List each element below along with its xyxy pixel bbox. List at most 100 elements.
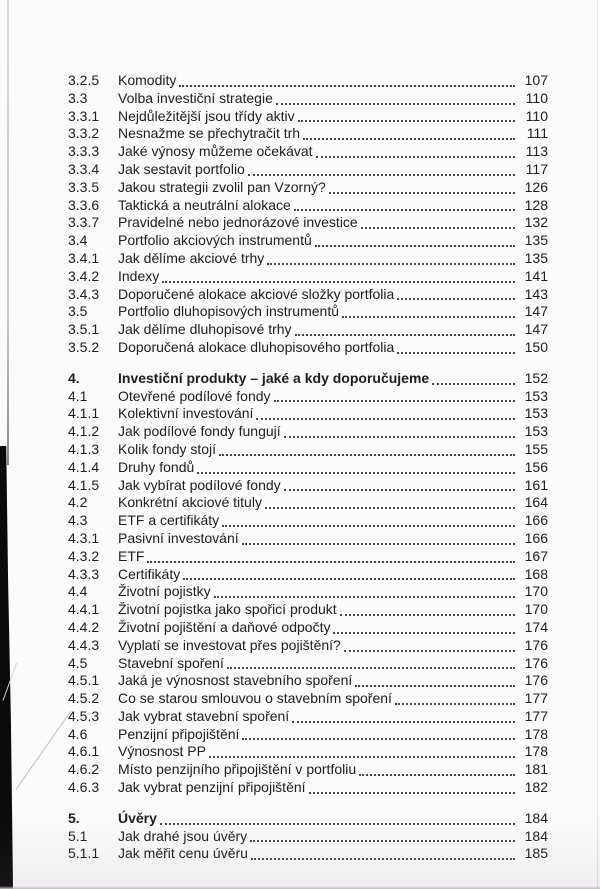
toc-entry: 4.3.1 Pasivní investování 166	[68, 530, 548, 548]
toc-dot-leader	[315, 155, 515, 158]
toc-dot-leader	[432, 382, 515, 385]
toc-entry: 4.3.2 ETF 167	[68, 548, 548, 566]
toc-dot-leader	[275, 102, 515, 105]
toc-entry-title: Co se starou smlouvou o stavebním spořen…	[118, 690, 392, 707]
toc-entry-page: 184	[524, 809, 548, 826]
toc-entry: 4.1.4 Druhy fondů 156	[68, 459, 548, 477]
toc-dot-leader	[159, 822, 515, 825]
toc-entry-number: 3.4.3	[68, 285, 100, 302]
toc-entry: 3.4.3 Doporučené alokace akciové složky …	[68, 286, 548, 304]
toc-dot-leader	[293, 209, 515, 212]
toc-entry-page: 185	[524, 845, 548, 862]
toc-entry: 3.3.2 Nesnažme se přechytračit trh 111	[68, 125, 548, 143]
toc-dot-leader	[292, 720, 515, 723]
toc-dot-leader	[179, 84, 515, 87]
toc-entry-title: Životní pojištění a daňové odpočty	[118, 618, 331, 635]
toc-entry: 5. Úvěry 184	[68, 810, 548, 828]
toc-dot-leader	[333, 631, 515, 634]
toc-entry-page: 111	[526, 125, 548, 142]
toc-entry-number: 4.4.2	[68, 618, 100, 635]
toc-entry-page: 164	[524, 494, 548, 511]
toc-entry-number: 3.5.1	[68, 321, 100, 338]
toc-dot-leader	[359, 774, 515, 777]
toc-dot-leader	[283, 435, 515, 438]
toc-entry: 4.1 Otevřené podílové fondy 153	[68, 388, 548, 406]
toc-entry-page: 161	[524, 476, 548, 493]
toc-entry-number: 4.4	[68, 583, 88, 600]
toc-entry-title: Konkrétní akciové tituly	[118, 494, 262, 511]
toc-dot-leader	[250, 840, 515, 843]
toc-entry-title: Doporučená alokace dluhopisového portfol…	[118, 338, 395, 355]
toc-entry-number: 3.2.5	[68, 72, 100, 88]
toc-entry-number: 3.5.2	[68, 338, 100, 355]
toc-entry-title: Jaká je výnosnost stavebního spoření	[118, 672, 353, 689]
toc-dot-leader	[197, 471, 515, 474]
toc-entry-page: 176	[524, 672, 548, 689]
toc-entry-title: Jak měřit cenu úvěru	[118, 845, 248, 862]
toc-entry-number: 4.1.1	[68, 405, 100, 422]
toc-entry-title: Portfolio akciových instrumentů	[118, 232, 312, 249]
toc-entry-page: 113	[525, 143, 548, 160]
toc-entry-title: ETF a certifikáty	[118, 512, 220, 529]
toc-entry-title: Jakou strategii zvolil pan Vzorný?	[118, 178, 326, 195]
toc-entry: 4.1.5 Jak vybírat podílové fondy 161	[68, 477, 548, 495]
toc-entry-number: 4.5.3	[68, 707, 100, 724]
toc-entry-page: 147	[524, 321, 548, 338]
toc-entry: 5.1.1 Jak měřit cenu úvěru 185	[68, 845, 548, 863]
toc-entry-number: 3.3.7	[68, 214, 100, 231]
toc-entry: 4.6.3 Jak vybrat penzijní připojištění 1…	[68, 779, 548, 797]
toc-entry-title: Kolektivní investování	[118, 405, 254, 422]
toc-entry-page: 168	[524, 565, 548, 582]
toc-entry-title: Penzijní připojištění	[118, 725, 240, 742]
toc-entry-page: 147	[524, 303, 548, 320]
toc-entry-number: 4.3.1	[68, 529, 100, 546]
toc-entry-title: Místo penzijního připojištění v portfoli…	[118, 761, 357, 778]
toc-entry-title: Jak vybrat penzijní připojištění	[118, 779, 306, 796]
toc-entry-title: ETF	[118, 547, 145, 564]
toc-entry-page: 176	[524, 654, 548, 671]
toc-dot-leader	[273, 400, 515, 403]
toc-entry: 4.5.1 Jaká je výnosnost stavebního spoře…	[68, 672, 548, 690]
toc-entry-number: 3.3.3	[68, 143, 100, 160]
toc-entry: 4.5.3 Jak vybrat stavební spoření 177	[68, 708, 548, 726]
toc-entry: 4.4.1 Životní pojistka jako spořicí prod…	[68, 601, 548, 619]
toc-entry-number: 4.2	[68, 494, 88, 511]
toc-entry: 4.1.1 Kolektivní investování 153	[68, 405, 548, 423]
toc-entry-number: 4.3.2	[68, 547, 100, 564]
toc-dot-leader	[360, 227, 515, 230]
toc-entry-page: 153	[524, 423, 548, 440]
toc-entry-number: 3.4.1	[68, 249, 100, 266]
toc-entry-title: Komodity	[118, 72, 177, 88]
toc-dot-leader	[162, 280, 515, 283]
toc-entry: 3.4 Portfolio akciových instrumentů 135	[68, 232, 548, 250]
toc-entry-page: 135	[524, 232, 548, 249]
toc-dot-leader	[147, 560, 515, 563]
toc-entry-number: 3.4	[68, 232, 88, 249]
toc-entry-page: 110	[525, 107, 548, 124]
toc-entry-title: Jak dělíme akciové trhy	[118, 249, 265, 266]
scan-crease	[15, 710, 72, 790]
toc-entry-page: 170	[524, 601, 548, 618]
toc-entry: 3.3.5 Jakou strategii zvolil pan Vzorný?…	[68, 179, 548, 197]
toc-entry: 4.6.2 Místo penzijního připojištění v po…	[68, 761, 548, 779]
toc-entry-title: Indexy	[118, 267, 160, 284]
toc-entry-number: 4.6.1	[68, 743, 100, 760]
toc-dot-leader	[226, 667, 515, 670]
toc-dot-leader	[303, 138, 515, 141]
toc-entry-page: 117	[525, 160, 548, 177]
toc-entry-page: 174	[524, 618, 548, 635]
toc-entry-page: 126	[524, 178, 548, 195]
toc-dot-leader	[219, 453, 515, 456]
toc-entry-number: 4.6.3	[68, 779, 100, 796]
toc-entry-page: 166	[524, 512, 548, 529]
toc-dot-leader	[308, 791, 515, 794]
page-edge-line-left	[7, 0, 9, 465]
toc-entry-number: 4.4.1	[68, 601, 100, 618]
toc-dot-leader	[213, 596, 515, 599]
toc-dot-leader	[208, 756, 515, 759]
toc-dot-leader	[339, 613, 515, 616]
toc-entry-number: 4.4.3	[68, 636, 100, 653]
page-edge-line-bottom	[0, 886, 600, 889]
toc-entry-number: 4.1.5	[68, 476, 100, 493]
